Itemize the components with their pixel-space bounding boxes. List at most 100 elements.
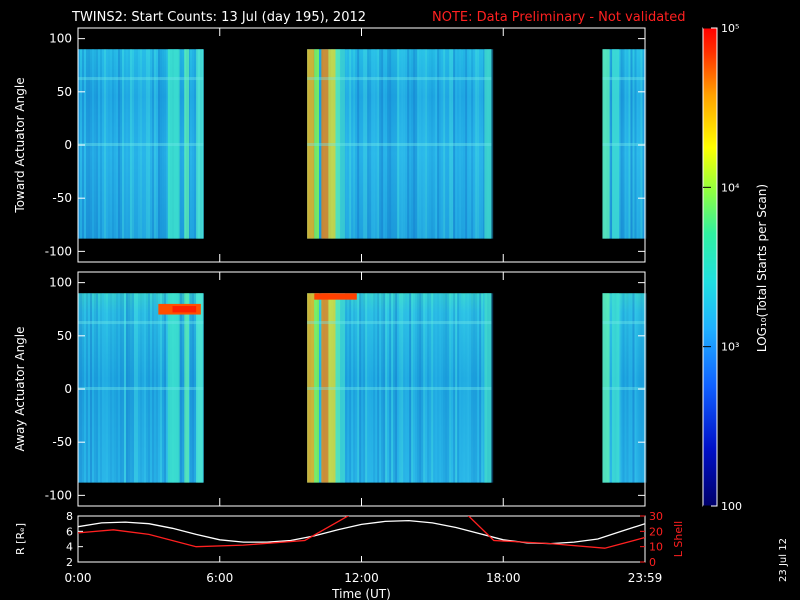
heatmap-stripe [116, 293, 118, 483]
heatmap-band [611, 49, 620, 239]
heatmap-stripe [387, 293, 390, 483]
heatmap-stripe [110, 293, 112, 483]
heatmap-stripe [411, 293, 414, 483]
heatmap-stripe [319, 49, 322, 239]
heatmap-stripe [622, 49, 625, 239]
heatmap-band [314, 293, 319, 483]
heatmap-stripe [345, 49, 348, 239]
colorbar-tick-label: 10⁴ [721, 181, 740, 194]
heatmap-stripe [477, 293, 480, 483]
heatmap-stripe [475, 49, 478, 239]
colorbar: 100 10³ 10⁴ 10⁵ LOG₁₀(Total Starts per Scan… [702, 22, 769, 513]
heatmap-band [335, 49, 341, 239]
heatmap-stripe [397, 293, 400, 483]
heatmap-stripe [409, 49, 412, 239]
heatmap-stripe [453, 49, 456, 239]
heatmap-stripe [194, 49, 196, 239]
heatmap-stripe [451, 49, 454, 239]
data-window [602, 49, 647, 239]
heatmap-stripe [465, 293, 468, 483]
heatmap-stripe [108, 49, 110, 239]
heatmap-stripe [620, 293, 623, 483]
heatmap-stripe [427, 49, 430, 239]
heatmap-stripe [102, 49, 104, 239]
heatmap-stripe [158, 49, 160, 239]
heatmap-stripe [419, 49, 422, 239]
heatmap-stripe [379, 49, 382, 239]
heatmap-stripe [491, 49, 494, 239]
heatmap-stripe [389, 49, 392, 239]
heatmap-stripe [439, 49, 442, 239]
heatmap-stripe [100, 293, 102, 483]
heatmap-stripe [449, 49, 452, 239]
heatmap-band [335, 293, 341, 483]
heatmap-stripe [425, 49, 428, 239]
heatmap-band [602, 49, 610, 239]
y-tick-label: 100 [49, 32, 72, 46]
heatmap-stripe [138, 49, 140, 239]
preliminary-note: NOTE: Data Preliminary - Not validated [432, 10, 686, 25]
heatmap-stripe [441, 293, 444, 483]
y-tick-label: 8 [66, 510, 73, 523]
heatmap-stripe [638, 293, 641, 483]
heatmap-stripe [389, 293, 392, 483]
heatmap-stripe [363, 49, 366, 239]
heatmap-stripe [642, 293, 645, 483]
heatmap-stripe [373, 293, 376, 483]
heatmap-stripe [399, 293, 402, 483]
heatmap-stripe [132, 49, 134, 239]
heatmap-stripe [128, 293, 130, 483]
data-window [78, 293, 204, 483]
heatmap-stripe [469, 49, 472, 239]
heatmap-stripe [471, 293, 474, 483]
heatmap-stripe [630, 49, 633, 239]
heatmap-hotspot [172, 306, 197, 313]
heatmap-stripe [142, 293, 144, 483]
heatmap-stripe [435, 49, 438, 239]
heatmap-stripe [479, 293, 482, 483]
heatmap-stripe [638, 49, 641, 239]
heatmap-stripe [417, 293, 420, 483]
heatmap-stripe [463, 49, 466, 239]
heatmap-stripe [375, 293, 378, 483]
heatmap-stripe [136, 293, 138, 483]
heatmap-band [167, 49, 180, 239]
heatmap-stripe [405, 49, 408, 239]
y-axis-label: Toward Actuator Angle [13, 77, 27, 213]
heatmap-stripe [349, 293, 352, 483]
y-tick-label: -100 [45, 244, 72, 258]
y-tick-label-right: 20 [649, 525, 663, 538]
heatmap-stripe [82, 49, 84, 239]
heatmap-stripe [473, 293, 476, 483]
colorbar-scale [702, 27, 718, 507]
heatmap-stripe [369, 293, 372, 483]
x-tick-label: 18:00 [486, 571, 521, 585]
heatmap-stripe [104, 293, 106, 483]
heatmap-stripe [399, 49, 402, 239]
heatmap-stripe [618, 49, 621, 239]
x-tick-label: 23:59 [628, 571, 663, 585]
heatmap-stripe [361, 293, 364, 483]
heatmap-stripe [148, 293, 150, 483]
heatmap-stripe [443, 49, 446, 239]
heatmap-stripe [610, 49, 613, 239]
heatmap-stripe [443, 293, 446, 483]
heatmap-stripe [377, 293, 380, 483]
heatmap-stripe [365, 293, 368, 483]
heatmap-stripe [154, 49, 156, 239]
heatmap-stripe [136, 49, 138, 239]
heatmap-stripe [84, 49, 86, 239]
panel-ephemeris: 2 4 6 8 0 10 20 30 0:00 6:00 12:00 18:00 23:59 Time (… [14, 510, 685, 600]
heatmap-band [321, 49, 329, 239]
heatmap-stripe [114, 49, 116, 239]
heatmap-stripe [130, 49, 132, 239]
heatmap-band [184, 293, 190, 483]
heatmap-row [78, 321, 204, 325]
y-tick-label: -100 [45, 488, 72, 502]
heatmap-stripe [359, 49, 362, 239]
heatmap-stripe [112, 293, 114, 483]
heatmap-stripe [445, 49, 448, 239]
heatmap-stripe [100, 49, 102, 239]
heatmap-stripe [128, 49, 130, 239]
heatmap-stripe [351, 49, 354, 239]
